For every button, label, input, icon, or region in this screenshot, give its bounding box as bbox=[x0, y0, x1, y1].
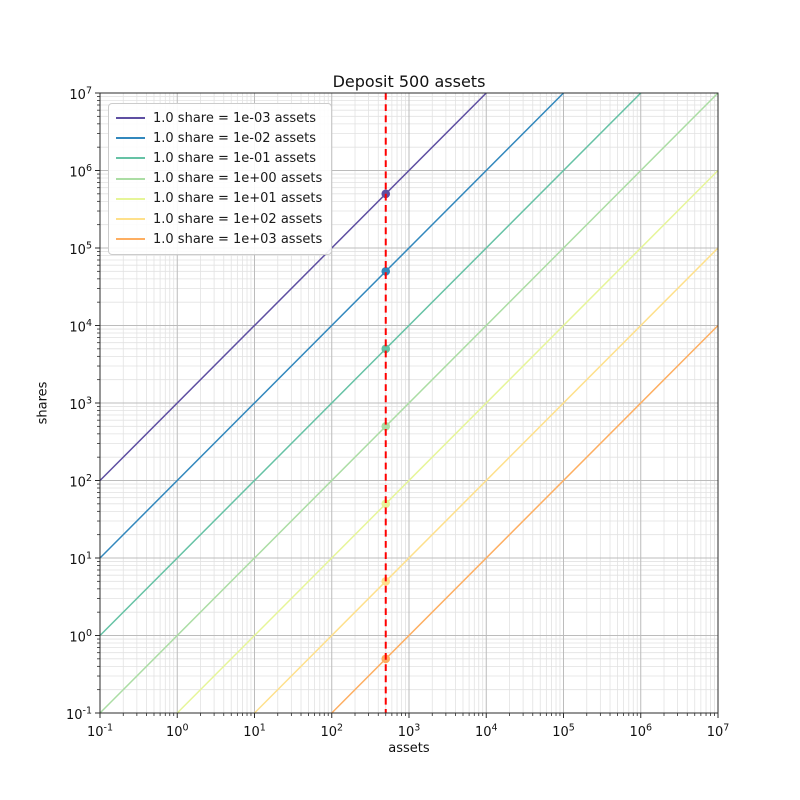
legend-label: 1.0 share = 1e+01 assets bbox=[153, 191, 323, 207]
legend-item: 1.0 share = 1e+01 assets bbox=[116, 189, 322, 209]
legend-label: 1.0 share = 1e-02 assets bbox=[153, 130, 317, 146]
y-tick-label: 100 bbox=[69, 628, 92, 646]
y-tick-label: 10-1 bbox=[66, 706, 92, 724]
y-axis-label: shares bbox=[35, 381, 51, 425]
legend-item: 1.0 share = 1e+03 assets bbox=[116, 229, 322, 249]
x-tick-label: 107 bbox=[707, 723, 730, 741]
legend-item: 1.0 share = 1e+02 assets bbox=[116, 209, 322, 229]
x-tick-label: 102 bbox=[320, 723, 343, 741]
legend-item: 1.0 share = 1e-02 assets bbox=[116, 128, 322, 148]
y-tick-label: 103 bbox=[69, 396, 92, 414]
legend-item: 1.0 share = 1e-01 assets bbox=[116, 148, 322, 168]
y-tick-label: 105 bbox=[69, 241, 92, 259]
data-point bbox=[381, 267, 391, 276]
x-tick-label: 103 bbox=[398, 723, 421, 741]
tick-labels: 10-1 100 101 102 103 104 105 106 107 10-1 100 101 10… bbox=[66, 86, 729, 741]
y-tick-label: 104 bbox=[69, 318, 92, 336]
series-line-3 bbox=[99, 92, 719, 714]
legend-line-swatch bbox=[116, 137, 145, 140]
legend-line-swatch bbox=[116, 197, 145, 200]
legend-line-swatch bbox=[116, 238, 145, 241]
y-tick-label: 101 bbox=[69, 551, 92, 569]
legend-item: 1.0 share = 1e+00 assets bbox=[116, 169, 322, 189]
data-point bbox=[381, 344, 391, 354]
legend-label: 1.0 share = 1e+02 assets bbox=[153, 211, 323, 227]
data-point bbox=[381, 422, 391, 431]
y-tick-label: 102 bbox=[69, 473, 92, 491]
chart-title: Deposit 500 assets bbox=[332, 72, 486, 91]
y-tick-label: 106 bbox=[69, 163, 92, 181]
x-tick-label: 100 bbox=[166, 723, 189, 741]
legend-label: 1.0 share = 1e-03 assets bbox=[153, 110, 317, 126]
legend-label: 1.0 share = 1e+03 assets bbox=[153, 231, 323, 247]
legend: 1.0 share = 1e-03 assets 1.0 share = 1e-0… bbox=[108, 103, 333, 256]
y-tick-label: 107 bbox=[69, 86, 92, 104]
legend-line-swatch bbox=[116, 218, 145, 221]
x-tick-label: 101 bbox=[243, 723, 266, 741]
series-line-0 bbox=[99, 92, 487, 482]
legend-line-swatch bbox=[116, 157, 145, 160]
legend-line-swatch bbox=[116, 117, 145, 120]
series-line-6 bbox=[331, 324, 719, 714]
series-line-1 bbox=[99, 92, 565, 559]
data-point bbox=[381, 499, 391, 509]
x-axis-label: assets bbox=[388, 741, 430, 756]
x-tick-label: 10-1 bbox=[87, 723, 113, 741]
series-lines bbox=[99, 92, 719, 714]
series-line-5 bbox=[253, 247, 719, 714]
legend-label: 1.0 share = 1e+00 assets bbox=[153, 171, 323, 187]
legend-item: 1.0 share = 1e-03 assets bbox=[116, 108, 322, 128]
legend-line-swatch bbox=[116, 177, 145, 180]
x-tick-label: 106 bbox=[629, 723, 652, 741]
x-tick-label: 104 bbox=[475, 723, 498, 741]
legend-label: 1.0 share = 1e-01 assets bbox=[153, 150, 317, 166]
tick-marks bbox=[95, 92, 719, 718]
series-line-2 bbox=[99, 92, 642, 637]
series-line-4 bbox=[176, 169, 719, 714]
x-tick-label: 105 bbox=[552, 723, 575, 741]
